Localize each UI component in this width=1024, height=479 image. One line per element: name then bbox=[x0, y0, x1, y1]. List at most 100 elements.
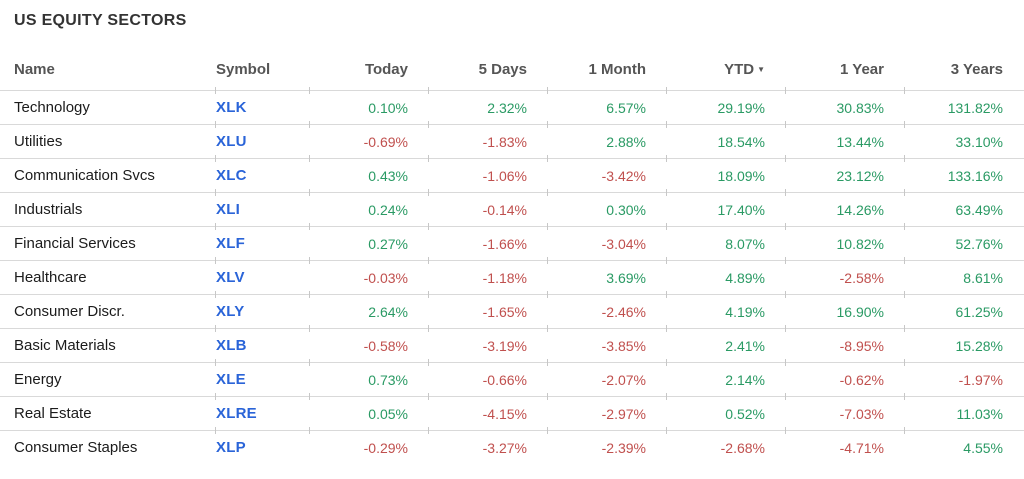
value-cell-five-days: -1.65% bbox=[428, 291, 548, 328]
value-cell-one-year: -0.62% bbox=[785, 359, 905, 396]
value-cell-one-month: -2.97% bbox=[547, 393, 667, 430]
value-cell-one-year: -2.58% bbox=[785, 257, 905, 294]
column-header-one-year[interactable]: 1 Year bbox=[786, 30, 905, 90]
sort-desc-icon: ▼ bbox=[757, 65, 765, 74]
value-cell-ytd: -2.68% bbox=[666, 427, 786, 464]
table-row: Industrials XLI 0.24% -0.14% 0.30% 17.40% 14.2… bbox=[0, 189, 1024, 226]
value-cell-five-days: -3.27% bbox=[428, 427, 548, 464]
value-cell-today: -0.03% bbox=[309, 257, 429, 294]
value-cell-three-years: 15.28% bbox=[904, 325, 1024, 362]
value-cell-three-years: 131.82% bbox=[904, 87, 1024, 124]
us-equity-sectors-panel: US EQUITY SECTORS Name Symbol Today 5 Days 1… bbox=[0, 12, 1024, 464]
symbol-link[interactable]: XLB bbox=[216, 336, 247, 354]
sector-name-cell: Real Estate bbox=[0, 396, 216, 430]
sector-name-cell: Utilities bbox=[0, 124, 216, 158]
value-cell-one-month: 3.69% bbox=[547, 257, 667, 294]
value-cell-today: 0.73% bbox=[309, 359, 429, 396]
symbol-link[interactable]: XLI bbox=[216, 200, 240, 218]
symbol-cell: XLC bbox=[215, 155, 310, 192]
value-cell-today: -0.29% bbox=[309, 427, 429, 464]
column-label: 5 Days bbox=[478, 61, 527, 78]
value-cell-five-days: -4.15% bbox=[428, 393, 548, 430]
value-cell-one-year: -8.95% bbox=[785, 325, 905, 362]
column-header-five-days[interactable]: 5 Days bbox=[429, 30, 548, 90]
table-row: Technology XLK 0.10% 2.32% 6.57% 29.19% 30.83%… bbox=[0, 87, 1024, 124]
value-cell-today: -0.69% bbox=[309, 121, 429, 158]
symbol-cell: XLRE bbox=[215, 393, 310, 430]
value-cell-five-days: -1.06% bbox=[428, 155, 548, 192]
symbol-link[interactable]: XLK bbox=[216, 98, 247, 116]
column-label: Name bbox=[14, 61, 55, 78]
column-header-one-month[interactable]: 1 Month bbox=[548, 30, 667, 90]
table-row: Financial Services XLF 0.27% -1.66% -3.04% 8.… bbox=[0, 223, 1024, 260]
sector-name-cell: Basic Materials bbox=[0, 328, 216, 362]
symbol-link[interactable]: XLY bbox=[216, 302, 245, 320]
value-cell-three-years: 133.16% bbox=[904, 155, 1024, 192]
table-row: Consumer Discr. XLY 2.64% -1.65% -2.46% 4.19%… bbox=[0, 291, 1024, 328]
column-label: 1 Month bbox=[588, 61, 647, 78]
header-row: Name Symbol Today 5 Days 1 Month YTD ▼ 1 Year 3 … bbox=[0, 30, 1024, 90]
value-cell-one-month: -3.04% bbox=[547, 223, 667, 260]
value-cell-three-years: 8.61% bbox=[904, 257, 1024, 294]
symbol-link[interactable]: XLC bbox=[216, 166, 247, 184]
table-row: Basic Materials XLB -0.58% -3.19% -3.85% 2.41… bbox=[0, 325, 1024, 362]
symbol-cell: XLP bbox=[215, 427, 310, 464]
value-cell-today: 0.43% bbox=[309, 155, 429, 192]
symbol-cell: XLI bbox=[215, 189, 310, 226]
column-header-three-years[interactable]: 3 Years bbox=[905, 30, 1024, 90]
value-cell-today: -0.58% bbox=[309, 325, 429, 362]
sectors-table: Name Symbol Today 5 Days 1 Month YTD ▼ 1 Year 3 … bbox=[0, 30, 1024, 464]
sector-name-cell: Communication Svcs bbox=[0, 158, 216, 192]
value-cell-one-month: 6.57% bbox=[547, 87, 667, 124]
symbol-link[interactable]: XLF bbox=[216, 234, 245, 252]
value-cell-ytd: 29.19% bbox=[666, 87, 786, 124]
value-cell-five-days: -0.66% bbox=[428, 359, 548, 396]
column-label: Today bbox=[364, 61, 408, 78]
value-cell-one-month: -3.42% bbox=[547, 155, 667, 192]
column-label: Symbol bbox=[216, 61, 271, 78]
value-cell-ytd: 8.07% bbox=[666, 223, 786, 260]
table-row: Energy XLE 0.73% -0.66% -2.07% 2.14% -0.62% -1.… bbox=[0, 359, 1024, 396]
symbol-link[interactable]: XLV bbox=[216, 268, 245, 286]
symbol-cell: XLY bbox=[215, 291, 310, 328]
symbol-link[interactable]: XLE bbox=[216, 370, 246, 388]
value-cell-five-days: -1.83% bbox=[428, 121, 548, 158]
column-header-symbol[interactable]: Symbol bbox=[216, 30, 310, 90]
column-header-name[interactable]: Name bbox=[0, 30, 216, 90]
sector-name-cell: Financial Services bbox=[0, 226, 216, 260]
symbol-link[interactable]: XLU bbox=[216, 132, 247, 150]
value-cell-one-year: 23.12% bbox=[785, 155, 905, 192]
value-cell-ytd: 4.19% bbox=[666, 291, 786, 328]
value-cell-today: 0.27% bbox=[309, 223, 429, 260]
value-cell-one-year: -4.71% bbox=[785, 427, 905, 464]
sector-name-cell: Healthcare bbox=[0, 260, 216, 294]
page-title: US EQUITY SECTORS bbox=[14, 12, 187, 29]
table-row: Communication Svcs XLC 0.43% -1.06% -3.42% 18… bbox=[0, 155, 1024, 192]
sector-name-cell: Consumer Staples bbox=[0, 430, 216, 464]
value-cell-one-year: 10.82% bbox=[785, 223, 905, 260]
value-cell-five-days: -1.66% bbox=[428, 223, 548, 260]
value-cell-today: 0.05% bbox=[309, 393, 429, 430]
value-cell-today: 0.24% bbox=[309, 189, 429, 226]
symbol-link[interactable]: XLP bbox=[216, 438, 246, 456]
value-cell-today: 0.10% bbox=[309, 87, 429, 124]
sector-name-cell: Technology bbox=[0, 90, 216, 124]
column-header-today[interactable]: Today bbox=[310, 30, 429, 90]
value-cell-five-days: -3.19% bbox=[428, 325, 548, 362]
column-label: 3 Years bbox=[950, 61, 1003, 78]
symbol-link[interactable]: XLRE bbox=[216, 404, 257, 422]
value-cell-ytd: 18.54% bbox=[666, 121, 786, 158]
table-row: Consumer Staples XLP -0.29% -3.27% -2.39% -2.… bbox=[0, 427, 1024, 464]
value-cell-one-month: -2.39% bbox=[547, 427, 667, 464]
value-cell-ytd: 17.40% bbox=[666, 189, 786, 226]
value-cell-one-year: 13.44% bbox=[785, 121, 905, 158]
value-cell-one-year: 16.90% bbox=[785, 291, 905, 328]
symbol-cell: XLB bbox=[215, 325, 310, 362]
value-cell-one-month: -3.85% bbox=[547, 325, 667, 362]
column-header-ytd[interactable]: YTD ▼ bbox=[667, 30, 786, 90]
value-cell-one-month: -2.07% bbox=[547, 359, 667, 396]
value-cell-three-years: -1.97% bbox=[904, 359, 1024, 396]
value-cell-three-years: 61.25% bbox=[904, 291, 1024, 328]
table-row: Real Estate XLRE 0.05% -4.15% -2.97% 0.52% -7.… bbox=[0, 393, 1024, 430]
symbol-cell: XLU bbox=[215, 121, 310, 158]
